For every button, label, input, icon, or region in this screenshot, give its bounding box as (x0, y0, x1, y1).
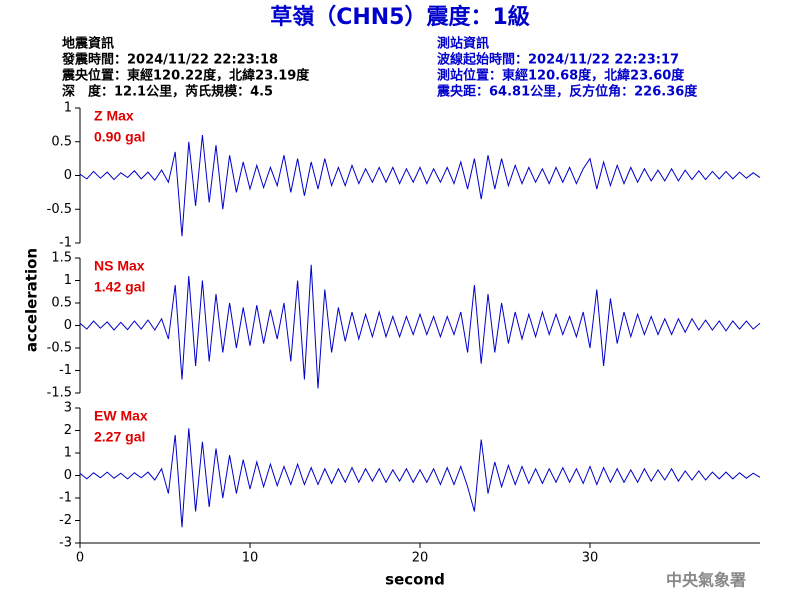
y-tick-label: -1 (59, 363, 72, 378)
y-tick-label: 0 (64, 168, 72, 183)
max-annotation: 2.27 gal (94, 429, 145, 445)
y-tick-label: 1.5 (51, 251, 72, 266)
quake-info-heading: 地震資訊 (62, 36, 114, 52)
y-tick-label: 2 (64, 423, 72, 438)
quake-info: 發震時間：2024/11/22 22:23:18 (61, 52, 278, 68)
x-tick-label: 20 (412, 551, 429, 566)
x-axis-label: second (385, 571, 445, 589)
waveform (79, 264, 761, 389)
quake-info: 震央位置：東經120.22度，北緯23.19度 (61, 68, 310, 84)
station-info: 震央距：64.81公里，反方位角：226.36度 (436, 84, 698, 100)
y-tick-label: -2 (59, 513, 72, 528)
x-tick-label: 0 (76, 551, 84, 566)
y-tick-label: 1 (64, 273, 72, 288)
max-annotation: 0.90 gal (94, 129, 145, 145)
y-tick-label: -0.5 (47, 202, 72, 217)
max-annotation: NS Max (94, 258, 145, 274)
waveform (79, 428, 761, 528)
y-axis-label: acceleration (23, 248, 41, 352)
station-info-heading: 測站資訊 (437, 36, 489, 52)
x-tick-label: 10 (242, 551, 259, 566)
y-tick-label: -1.5 (47, 386, 72, 401)
x-tick-label: 30 (582, 551, 599, 566)
y-tick-label: 1 (64, 446, 72, 461)
y-tick-label: -1 (59, 491, 72, 506)
y-tick-label: -0.5 (47, 341, 72, 356)
y-tick-label: -1 (59, 236, 72, 251)
y-tick-label: -3 (59, 536, 72, 551)
y-tick-label: 1 (64, 101, 72, 116)
max-annotation: Z Max (94, 108, 134, 124)
agency-footer: 中央氣象署 (666, 571, 746, 590)
station-info: 波線起始時間：2024/11/22 22:23:17 (437, 52, 679, 68)
max-annotation: EW Max (94, 408, 148, 424)
page-title: 草嶺（CHN5）震度：1級 (270, 4, 530, 30)
y-tick-label: 0.5 (51, 134, 72, 149)
y-tick-label: 3 (64, 401, 72, 416)
y-tick-label: 0 (64, 318, 72, 333)
waveform (79, 134, 761, 237)
quake-info: 深 度：12.1公里，芮氏規模：4.5 (62, 84, 273, 100)
station-info: 測站位置：東經120.68度，北緯23.60度 (437, 68, 685, 84)
y-tick-label: 0.5 (51, 296, 72, 311)
y-tick-label: 0 (64, 468, 72, 483)
max-annotation: 1.42 gal (94, 279, 145, 295)
